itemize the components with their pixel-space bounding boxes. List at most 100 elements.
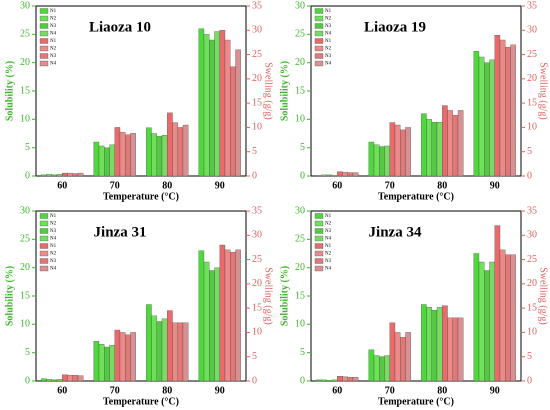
bar <box>156 136 163 177</box>
legend-swatch <box>39 235 49 242</box>
legend-swatch <box>39 213 49 219</box>
bar <box>321 379 327 382</box>
bar <box>182 124 189 177</box>
legend-swatch <box>314 213 324 219</box>
bar <box>457 317 464 382</box>
legend-swatch <box>39 243 49 249</box>
bar <box>104 147 110 177</box>
y-tick-label: 0 <box>300 170 305 181</box>
y-tick-label: 30 <box>20 205 30 216</box>
legend-label: N3 <box>50 259 57 264</box>
bar <box>426 307 432 382</box>
bar <box>130 332 136 382</box>
bar <box>499 39 506 177</box>
y2-tick-label: 25 <box>527 49 537 60</box>
legend-label: N2 <box>50 47 57 52</box>
y2-axis-label: Swelling (g/g) <box>538 62 549 120</box>
bar <box>177 322 184 382</box>
bar <box>352 376 359 382</box>
bar <box>214 31 220 177</box>
y2-tick-label: 25 <box>252 49 262 60</box>
bar <box>347 376 354 382</box>
y-tick-label: 25 <box>20 234 30 245</box>
bar <box>342 171 348 177</box>
bar <box>384 355 390 382</box>
legend-label: N4 <box>325 267 332 272</box>
legend-swatch <box>39 220 49 227</box>
bar <box>452 317 459 382</box>
legend-swatch <box>39 45 49 52</box>
bar <box>373 144 380 177</box>
bar <box>62 172 68 177</box>
legend-label: N4 <box>50 32 57 37</box>
bar <box>172 322 178 382</box>
legend-swatch <box>314 228 324 234</box>
bar <box>98 344 105 382</box>
legend-label: N3 <box>325 24 332 29</box>
y2-tick-label: 5 <box>527 146 532 157</box>
y2-tick-label: 5 <box>252 146 257 157</box>
bar <box>368 349 375 382</box>
bar <box>394 124 401 177</box>
bar <box>125 334 131 382</box>
y2-tick-label: 15 <box>252 97 262 108</box>
y-tick-label: 5 <box>25 347 30 358</box>
bar <box>51 174 58 177</box>
legend-label: N1 <box>50 9 57 14</box>
legend-swatch <box>314 250 324 257</box>
legend-swatch <box>314 8 324 14</box>
y-tick-label: 0 <box>25 170 30 181</box>
y-tick-label: 0 <box>300 375 305 386</box>
legend-label: N4 <box>325 62 332 67</box>
y2-tick-label: 15 <box>527 97 537 108</box>
bar <box>167 112 173 177</box>
legend-swatch <box>314 235 324 242</box>
bar <box>400 337 406 382</box>
bar <box>489 59 495 177</box>
y-tick-label: 20 <box>295 57 305 68</box>
y2-tick-label: 5 <box>527 351 532 362</box>
bar <box>331 379 338 382</box>
y2-tick-label: 0 <box>527 375 532 386</box>
bar <box>109 345 115 382</box>
bar <box>198 250 205 382</box>
bar <box>331 175 338 177</box>
bar <box>389 322 396 382</box>
bar <box>224 249 231 382</box>
bar <box>484 270 490 382</box>
bar <box>198 28 205 177</box>
bar <box>510 254 516 382</box>
y2-tick-label: 20 <box>527 73 537 84</box>
bar <box>347 172 354 177</box>
bar <box>203 261 210 382</box>
bar <box>431 122 438 177</box>
bar <box>447 317 453 382</box>
y-axis-label: Solubility (%) <box>4 266 15 326</box>
bar <box>72 375 79 382</box>
y-tick-label: 15 <box>295 85 305 96</box>
bar <box>326 174 333 177</box>
legend-swatch <box>314 243 324 249</box>
legend-label: N4 <box>50 267 57 272</box>
bar <box>46 379 52 382</box>
bar <box>379 146 385 177</box>
legend-swatch <box>314 265 324 272</box>
y-tick-label: 5 <box>25 142 30 153</box>
legend-swatch <box>39 23 49 29</box>
bar <box>41 378 47 382</box>
bar <box>146 127 152 177</box>
bar <box>41 174 47 177</box>
y2-tick-label: 30 <box>527 25 537 36</box>
bar <box>368 141 375 177</box>
bar <box>114 127 121 177</box>
bar <box>109 144 115 177</box>
y-tick-label: 10 <box>20 114 30 125</box>
bar <box>484 62 490 177</box>
y-tick-label: 10 <box>295 319 305 330</box>
legend-swatch <box>314 15 324 22</box>
y2-tick-label: 10 <box>252 327 262 338</box>
legend-label: N1 <box>325 39 332 44</box>
y-tick-label: 30 <box>20 0 30 11</box>
x-tick-label: 90 <box>490 385 500 396</box>
bar <box>209 39 215 177</box>
